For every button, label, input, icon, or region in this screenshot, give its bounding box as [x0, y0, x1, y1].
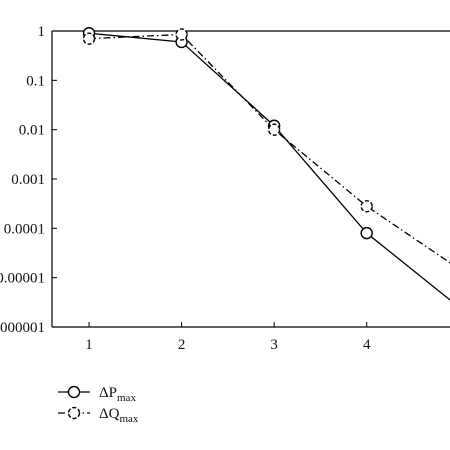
legend-label: ΔQmax [99, 406, 139, 425]
legend-label: ΔPmax [99, 385, 136, 404]
data-point [175, 28, 188, 41]
y-tick-label: 0.00001 [0, 271, 45, 287]
series-line [88, 33, 450, 264]
y-tick-label: 0.1 [26, 73, 45, 89]
x-tick-label: 4 [363, 337, 371, 353]
series-2 [82, 28, 450, 264]
x-tick-label: 2 [178, 337, 186, 353]
series-layer [82, 27, 450, 301]
series-line [88, 32, 450, 301]
data-point [82, 32, 96, 45]
y-tick-label: 0.001 [11, 172, 45, 188]
x-tick-label: 1 [85, 337, 93, 353]
series-1 [82, 27, 450, 301]
data-point [360, 226, 373, 240]
axes: 1 2 3 4 1 0.1 0.01 0.001 0.0001 0.00001 0.000001 [0, 24, 450, 353]
legend-marker [67, 406, 81, 420]
data-point [360, 200, 373, 213]
y-tick-label: 0.0001 [4, 221, 45, 237]
y-tick-label: 0.000001 [0, 320, 45, 336]
y-tick-label: 1 [38, 24, 46, 40]
data-point [267, 123, 281, 136]
legend-marker [67, 385, 81, 399]
y-tick-label: 0.01 [19, 123, 45, 139]
x-tick-label: 3 [270, 337, 278, 353]
legend: ΔPmax ΔQmax [58, 385, 139, 425]
